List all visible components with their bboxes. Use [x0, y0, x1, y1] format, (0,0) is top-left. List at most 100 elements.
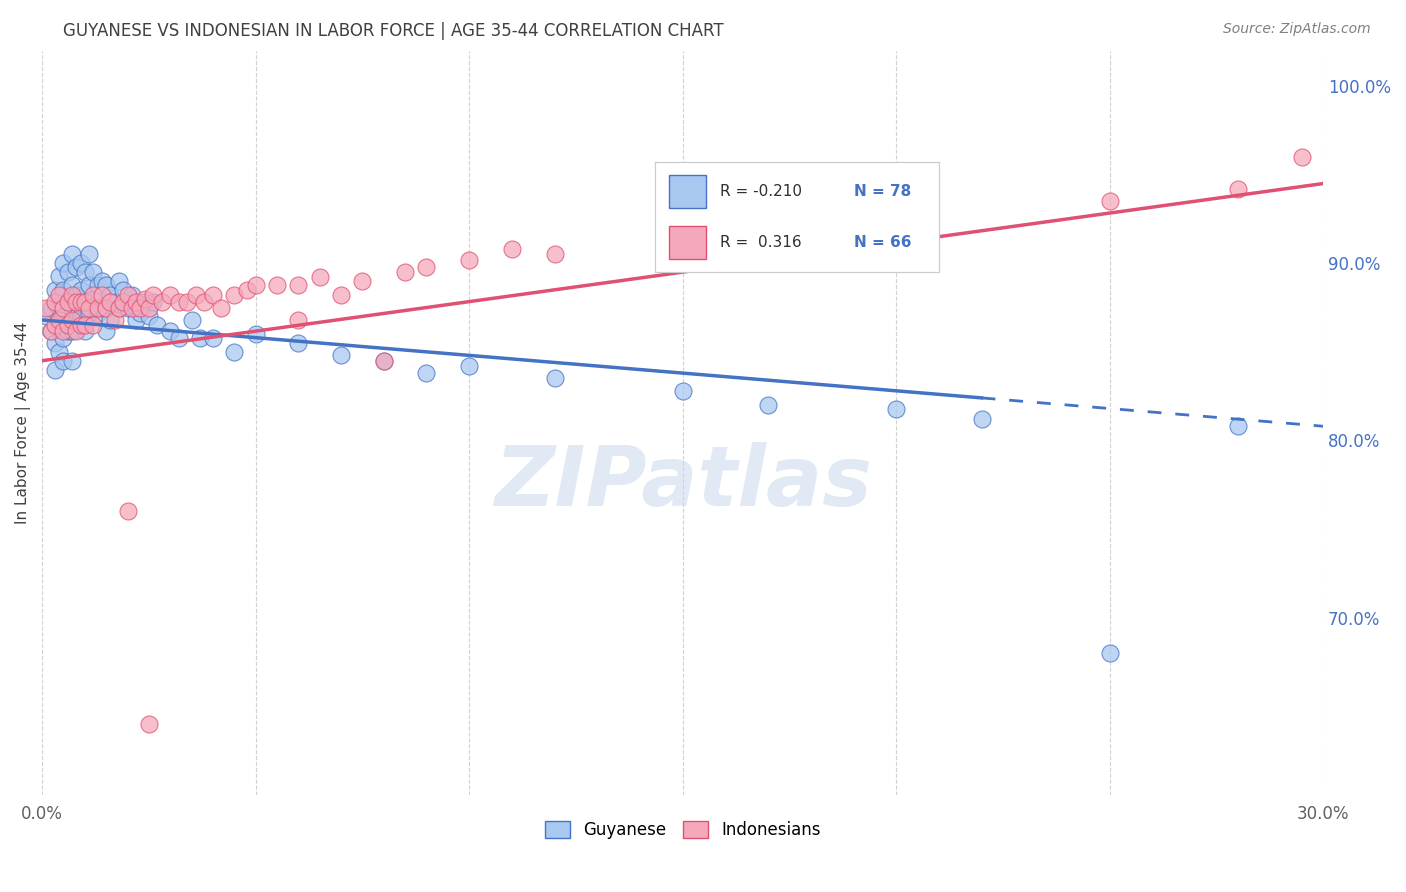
Point	[125, 295, 148, 310]
Point	[112, 283, 135, 297]
Point	[117, 288, 139, 302]
Point	[129, 301, 152, 315]
Text: R = -0.210: R = -0.210	[720, 184, 803, 199]
Point	[48, 344, 70, 359]
Point	[56, 295, 79, 310]
Point	[134, 295, 156, 310]
Point	[121, 301, 143, 315]
Point	[138, 301, 160, 315]
Point	[52, 353, 75, 368]
Point	[52, 256, 75, 270]
Point	[48, 313, 70, 327]
Point	[73, 295, 96, 310]
Point	[756, 398, 779, 412]
Point	[90, 301, 112, 315]
Point	[96, 324, 118, 338]
Point	[224, 288, 246, 302]
Point	[96, 301, 118, 315]
Point	[167, 331, 190, 345]
Point	[104, 313, 127, 327]
Point	[35, 301, 58, 315]
Point	[1226, 182, 1249, 196]
Point	[117, 301, 139, 315]
Point	[73, 265, 96, 279]
Point	[159, 324, 181, 338]
Point	[501, 242, 523, 256]
Point	[100, 295, 122, 310]
Point	[1098, 646, 1121, 660]
Point	[672, 235, 695, 249]
Point	[39, 301, 62, 315]
Point	[82, 292, 104, 306]
Point	[52, 301, 75, 315]
Point	[1226, 419, 1249, 434]
Point	[65, 260, 87, 274]
Point	[39, 324, 62, 338]
Point	[142, 288, 165, 302]
Point	[86, 277, 108, 292]
Point	[1098, 194, 1121, 209]
Point	[35, 310, 58, 324]
Point	[65, 288, 87, 302]
Point	[96, 301, 118, 315]
Point	[884, 401, 907, 416]
Text: Source: ZipAtlas.com: Source: ZipAtlas.com	[1223, 22, 1371, 37]
Point	[48, 318, 70, 333]
Point	[352, 274, 374, 288]
Point	[458, 252, 481, 267]
Point	[52, 283, 75, 297]
Point	[287, 277, 309, 292]
Point	[44, 295, 66, 310]
Point	[108, 301, 131, 315]
Point	[52, 331, 75, 345]
Point	[970, 412, 993, 426]
Point	[415, 366, 437, 380]
Point	[543, 247, 565, 261]
Point	[104, 295, 127, 310]
Point	[108, 301, 131, 315]
Point	[245, 327, 267, 342]
Point	[44, 283, 66, 297]
Y-axis label: In Labor Force | Age 35-44: In Labor Force | Age 35-44	[15, 321, 31, 524]
Point	[90, 274, 112, 288]
Point	[884, 207, 907, 221]
Point	[373, 353, 395, 368]
Point	[167, 295, 190, 310]
Point	[224, 344, 246, 359]
Point	[39, 324, 62, 338]
Point	[69, 283, 91, 297]
Point	[60, 247, 83, 261]
Legend: Guyanese, Indonesians: Guyanese, Indonesians	[538, 814, 827, 846]
Point	[73, 324, 96, 338]
Point	[86, 306, 108, 320]
Text: GUYANESE VS INDONESIAN IN LABOR FORCE | AGE 35-44 CORRELATION CHART: GUYANESE VS INDONESIAN IN LABOR FORCE | …	[63, 22, 724, 40]
Point	[146, 318, 169, 333]
Point	[60, 353, 83, 368]
Point	[44, 318, 66, 333]
Point	[287, 313, 309, 327]
Point	[82, 265, 104, 279]
Point	[96, 277, 118, 292]
Point	[330, 348, 353, 362]
Point	[60, 324, 83, 338]
Point	[236, 283, 259, 297]
Point	[48, 288, 70, 302]
Point	[543, 371, 565, 385]
Point	[77, 277, 100, 292]
Point	[142, 295, 165, 310]
Point	[176, 295, 198, 310]
Point	[108, 274, 131, 288]
Point	[184, 288, 207, 302]
Point	[121, 288, 143, 302]
Text: N = 78: N = 78	[853, 184, 911, 199]
Point	[60, 277, 83, 292]
Point	[52, 310, 75, 324]
Point	[90, 288, 112, 302]
Point	[159, 288, 181, 302]
Point	[415, 260, 437, 274]
Point	[138, 716, 160, 731]
Text: R =  0.316: R = 0.316	[720, 235, 801, 250]
Point	[77, 247, 100, 261]
Point	[100, 288, 122, 302]
Point	[69, 295, 91, 310]
